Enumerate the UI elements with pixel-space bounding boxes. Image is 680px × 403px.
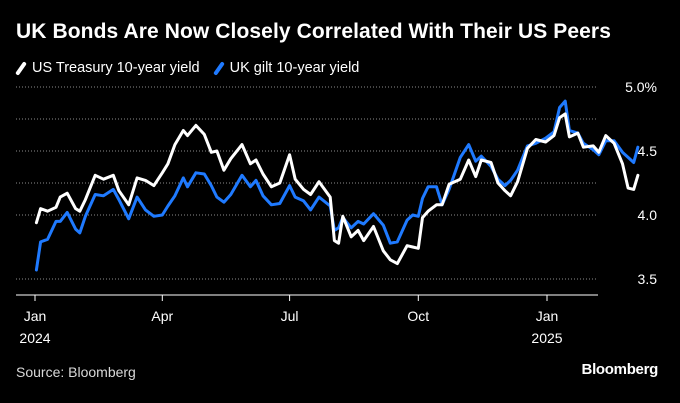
- x-tick-label-2: Jul: [281, 308, 299, 324]
- y-tick-label-2: 4.0: [638, 207, 658, 223]
- x-tick-label-4: Jan: [536, 308, 559, 324]
- y-tick-label-3: 3.5: [638, 271, 658, 287]
- legend-label-uk-gilt: UK gilt 10-year yield: [229, 60, 360, 76]
- series-line-us-treasury: [34, 112, 640, 266]
- x-tick-label-0: Jan: [24, 308, 47, 324]
- series-line-uk-gilt: [34, 99, 640, 272]
- bloomberg-logo: Bloomberg: [581, 361, 659, 378]
- x-tick-label-3: Oct: [407, 308, 429, 324]
- x-tick-sublabel-4: 2025: [531, 330, 562, 346]
- legend-item-us-treasury: US Treasury 10-year yield: [15, 60, 200, 76]
- legend-label-us-treasury: US Treasury 10-year yield: [32, 60, 200, 76]
- x-tick-label-1: Apr: [151, 308, 173, 324]
- legend: US Treasury 10-year yield UK gilt 10-yea…: [15, 60, 373, 76]
- y-tick-label-0: 5.0%: [625, 79, 657, 95]
- chart-title: UK Bonds Are Now Closely Correlated With…: [16, 20, 611, 43]
- x-tick-sublabel-0: 2024: [19, 330, 50, 346]
- source-note: Source: Bloomberg: [16, 364, 136, 380]
- y-tick-label-1: 4.5: [638, 143, 658, 159]
- legend-item-uk-gilt: UK gilt 10-year yield: [212, 60, 360, 76]
